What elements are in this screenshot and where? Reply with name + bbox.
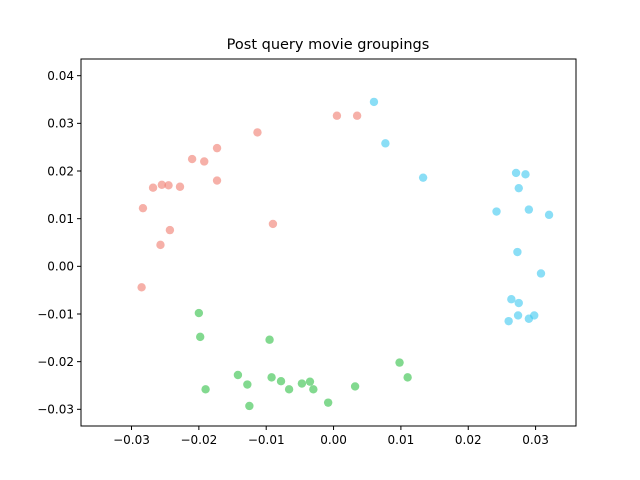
data-point <box>175 182 185 191</box>
x-tick-label: 0.03 <box>522 433 549 447</box>
data-point <box>521 170 530 179</box>
data-point <box>276 377 286 386</box>
x-tick-label: 0.00 <box>320 433 347 447</box>
y-tick-label: −0.02 <box>37 355 74 369</box>
series-3 <box>194 308 412 411</box>
y-tick-label: 0.01 <box>47 212 74 226</box>
data-point <box>212 176 222 185</box>
data-point <box>504 316 513 326</box>
data-point <box>511 168 521 178</box>
data-point <box>267 373 276 382</box>
data-point <box>233 370 243 380</box>
data-point <box>352 111 362 120</box>
data-point <box>332 111 342 120</box>
x-axis: −0.03 −0.02 −0.01 0.00 0.01 0.02 0.03 <box>113 426 549 447</box>
data-point <box>165 225 175 235</box>
data-point <box>513 247 522 257</box>
x-tick-label: −0.01 <box>248 433 285 447</box>
data-point <box>265 335 274 344</box>
data-point <box>201 385 210 394</box>
data-point <box>524 205 534 214</box>
data-point <box>350 382 360 391</box>
y-tick-label: 0.04 <box>47 69 74 83</box>
data-point <box>245 401 254 411</box>
data-point <box>403 373 412 382</box>
data-point <box>164 181 173 190</box>
data-point <box>138 203 148 213</box>
data-point <box>507 295 516 304</box>
data-point <box>536 269 546 278</box>
data-point <box>297 379 307 388</box>
y-tick-label: −0.01 <box>37 307 74 321</box>
y-tick-label: 0.03 <box>47 117 74 131</box>
data-point <box>187 154 197 164</box>
data-point <box>418 173 428 182</box>
data-point <box>268 219 278 229</box>
series-2 <box>369 97 554 326</box>
series-1 <box>137 111 362 292</box>
y-tick-label: 0.02 <box>47 164 74 178</box>
data-point <box>196 332 205 342</box>
data-point <box>381 139 390 148</box>
points-layer <box>137 97 554 411</box>
data-point <box>148 183 158 192</box>
plot-frame <box>80 58 577 427</box>
data-point <box>157 180 167 190</box>
data-point <box>492 207 501 216</box>
y-axis: −0.03 −0.02 −0.01 0.00 0.01 0.02 0.03 0.04 <box>37 69 81 417</box>
data-point <box>309 385 318 394</box>
data-point <box>194 308 204 318</box>
data-point <box>530 311 539 320</box>
data-point <box>212 143 222 153</box>
data-point <box>243 380 252 389</box>
data-point <box>514 183 523 193</box>
data-point <box>395 358 404 367</box>
y-tick-label: 0.00 <box>47 260 74 274</box>
data-point <box>305 377 315 386</box>
y-tick-label: −0.03 <box>37 403 74 417</box>
data-point <box>137 283 146 292</box>
data-point <box>514 298 523 308</box>
data-point <box>284 385 294 394</box>
data-point <box>253 128 262 137</box>
data-point <box>369 97 379 107</box>
data-point <box>156 240 165 250</box>
data-point <box>544 210 554 220</box>
chart-title: Post query movie groupings <box>227 37 430 53</box>
x-tick-label: −0.03 <box>113 433 150 447</box>
x-tick-label: 0.02 <box>455 433 482 447</box>
x-tick-label: −0.02 <box>180 433 217 447</box>
data-point <box>200 157 209 166</box>
data-point <box>323 398 333 407</box>
data-point <box>513 311 523 320</box>
x-tick-label: 0.01 <box>388 433 415 447</box>
